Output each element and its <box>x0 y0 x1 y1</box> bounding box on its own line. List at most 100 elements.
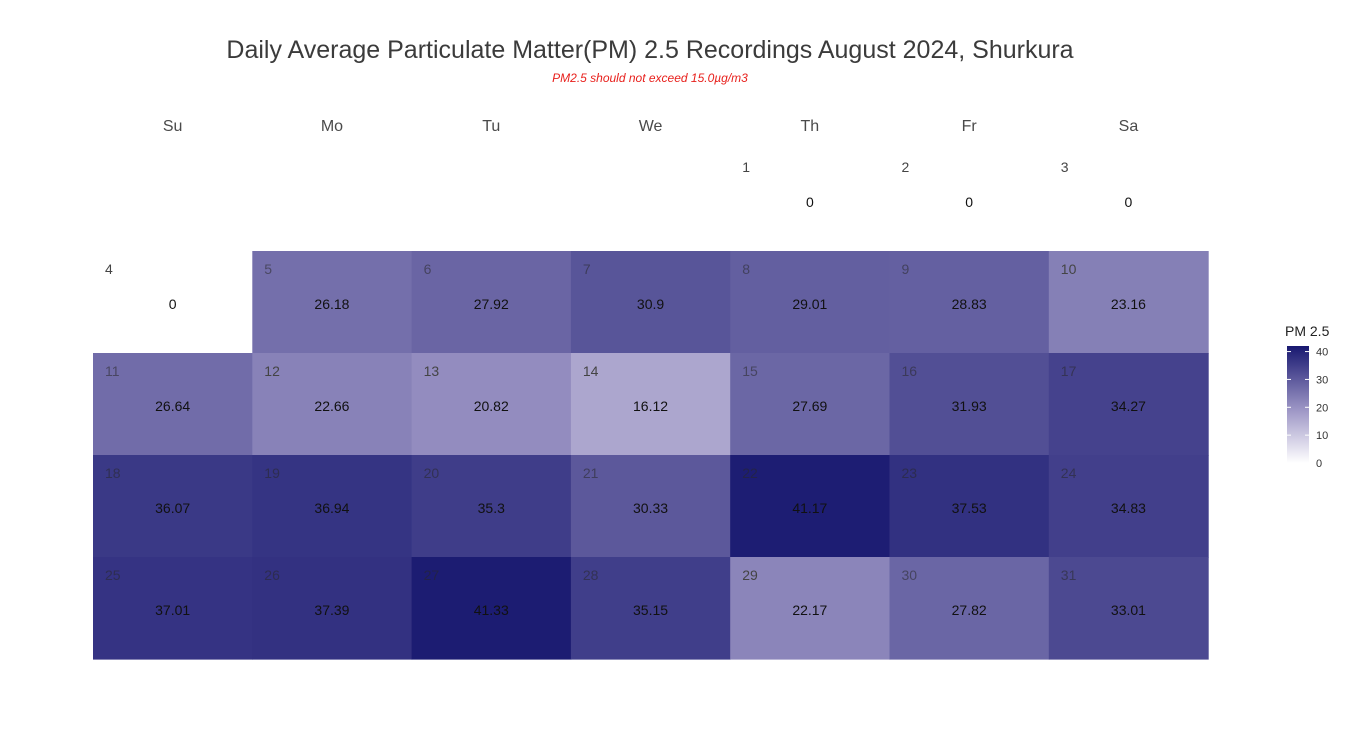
day-cell: 10 <box>730 149 891 252</box>
day-number: 3 <box>1061 159 1069 175</box>
day-cell-fill <box>730 149 891 252</box>
day-value: 36.07 <box>155 500 190 516</box>
day-cell-fill <box>411 251 572 354</box>
day-cell-fill <box>730 557 891 660</box>
day-value: 30.33 <box>633 500 668 516</box>
weekday-label: Th <box>801 118 820 135</box>
day-number: 25 <box>105 567 121 583</box>
day-value: 27.92 <box>474 296 509 312</box>
weekday-label: Su <box>163 118 183 135</box>
day-value: 0 <box>1125 194 1133 210</box>
day-number: 19 <box>264 465 280 481</box>
legend-tick-label: 40 <box>1316 347 1328 359</box>
day-cell: 10 23.16 <box>1048 251 1209 354</box>
day-number: 9 <box>902 261 910 277</box>
day-value: 34.83 <box>1111 500 1146 516</box>
day-number: 5 <box>264 261 272 277</box>
day-cell: 16 31.93 <box>889 353 1050 456</box>
day-cell-fill <box>570 353 731 456</box>
day-cell-fill <box>730 455 891 558</box>
day-number: 15 <box>742 363 758 379</box>
legend: PM 2.5 0 10 20 30 40 <box>1285 323 1330 470</box>
day-cell: 27 41.33 <box>411 557 572 660</box>
day-cell-fill <box>93 251 253 354</box>
weekday-label: Tu <box>482 118 500 135</box>
day-value: 26.18 <box>314 296 349 312</box>
day-cell: 29 22.17 <box>730 557 891 660</box>
day-cell-fill <box>252 251 413 354</box>
day-cell-fill <box>1048 353 1209 456</box>
day-cell: 15 27.69 <box>730 353 891 456</box>
day-value: 31.93 <box>952 398 987 414</box>
day-number: 21 <box>583 465 599 481</box>
calendar-grid: 10203040526.18627.92730.9829.01928.83102… <box>93 149 1209 660</box>
day-value: 35.15 <box>633 602 668 618</box>
day-number: 18 <box>105 465 121 481</box>
day-cell: 14 16.12 <box>570 353 731 456</box>
day-number: 10 <box>1061 261 1077 277</box>
day-cell-fill <box>570 557 731 660</box>
day-cell-fill <box>252 455 413 558</box>
day-cell-fill <box>411 455 572 558</box>
day-cell-fill <box>730 353 891 456</box>
day-cell-fill <box>411 353 572 456</box>
day-number: 22 <box>742 465 758 481</box>
day-value: 33.01 <box>1111 602 1146 618</box>
legend-title: PM 2.5 <box>1285 323 1330 339</box>
day-cell: 526.18 <box>252 251 413 354</box>
day-number: 31 <box>1061 567 1077 583</box>
day-cell-fill <box>570 455 731 558</box>
legend-colorbar <box>1287 346 1309 463</box>
day-value: 34.27 <box>1111 398 1146 414</box>
day-value: 36.94 <box>314 500 349 516</box>
day-number: 26 <box>264 567 280 583</box>
day-value: 0 <box>806 194 814 210</box>
day-number: 23 <box>902 465 918 481</box>
day-cell: 13 20.82 <box>411 353 572 456</box>
day-cell: 25 37.01 <box>93 557 253 660</box>
day-cell-fill <box>252 353 413 456</box>
day-cell: 21 30.33 <box>570 455 731 558</box>
day-cell: 730.9 <box>570 251 731 354</box>
day-cell-fill <box>1048 557 1209 660</box>
day-cell: 31 33.01 <box>1048 557 1209 660</box>
day-cell: 12 22.66 <box>252 353 413 456</box>
day-cell: 829.01 <box>730 251 891 354</box>
day-cell: 11 26.64 <box>93 353 253 456</box>
day-number: 16 <box>902 363 918 379</box>
weekday-label: We <box>639 118 663 135</box>
day-number: 8 <box>742 261 750 277</box>
legend-tick-label: 20 <box>1316 402 1328 414</box>
day-number: 29 <box>742 567 758 583</box>
day-number: 12 <box>264 363 280 379</box>
day-cell-fill <box>889 353 1050 456</box>
day-cell-fill <box>1048 149 1209 252</box>
legend-tick-label: 10 <box>1316 430 1328 442</box>
day-value: 30.9 <box>637 296 664 312</box>
day-number: 20 <box>424 465 440 481</box>
day-cell: 28 35.15 <box>570 557 731 660</box>
day-cell-fill <box>570 251 731 354</box>
day-cell-fill <box>93 455 253 558</box>
day-cell-fill <box>252 557 413 660</box>
day-number: 13 <box>424 363 440 379</box>
day-value: 27.69 <box>792 398 827 414</box>
day-number: 6 <box>424 261 432 277</box>
day-number: 28 <box>583 567 599 583</box>
day-cell: 627.92 <box>411 251 572 354</box>
day-cell-fill <box>730 251 891 354</box>
day-cell: 20 <box>889 149 1050 252</box>
day-cell-fill <box>889 455 1050 558</box>
day-cell-fill <box>1048 455 1209 558</box>
day-number: 2 <box>902 159 910 175</box>
day-cell-fill <box>889 251 1050 354</box>
day-cell: 30 <box>1048 149 1209 252</box>
day-cell-fill <box>889 557 1050 660</box>
day-cell: 928.83 <box>889 251 1050 354</box>
legend-tick-label: 0 <box>1316 458 1322 470</box>
day-cell: 26 37.39 <box>252 557 413 660</box>
day-value: 35.3 <box>478 500 505 516</box>
day-cell: 40 <box>93 251 253 354</box>
day-value: 20.82 <box>474 398 509 414</box>
day-cell: 24 34.83 <box>1048 455 1209 558</box>
